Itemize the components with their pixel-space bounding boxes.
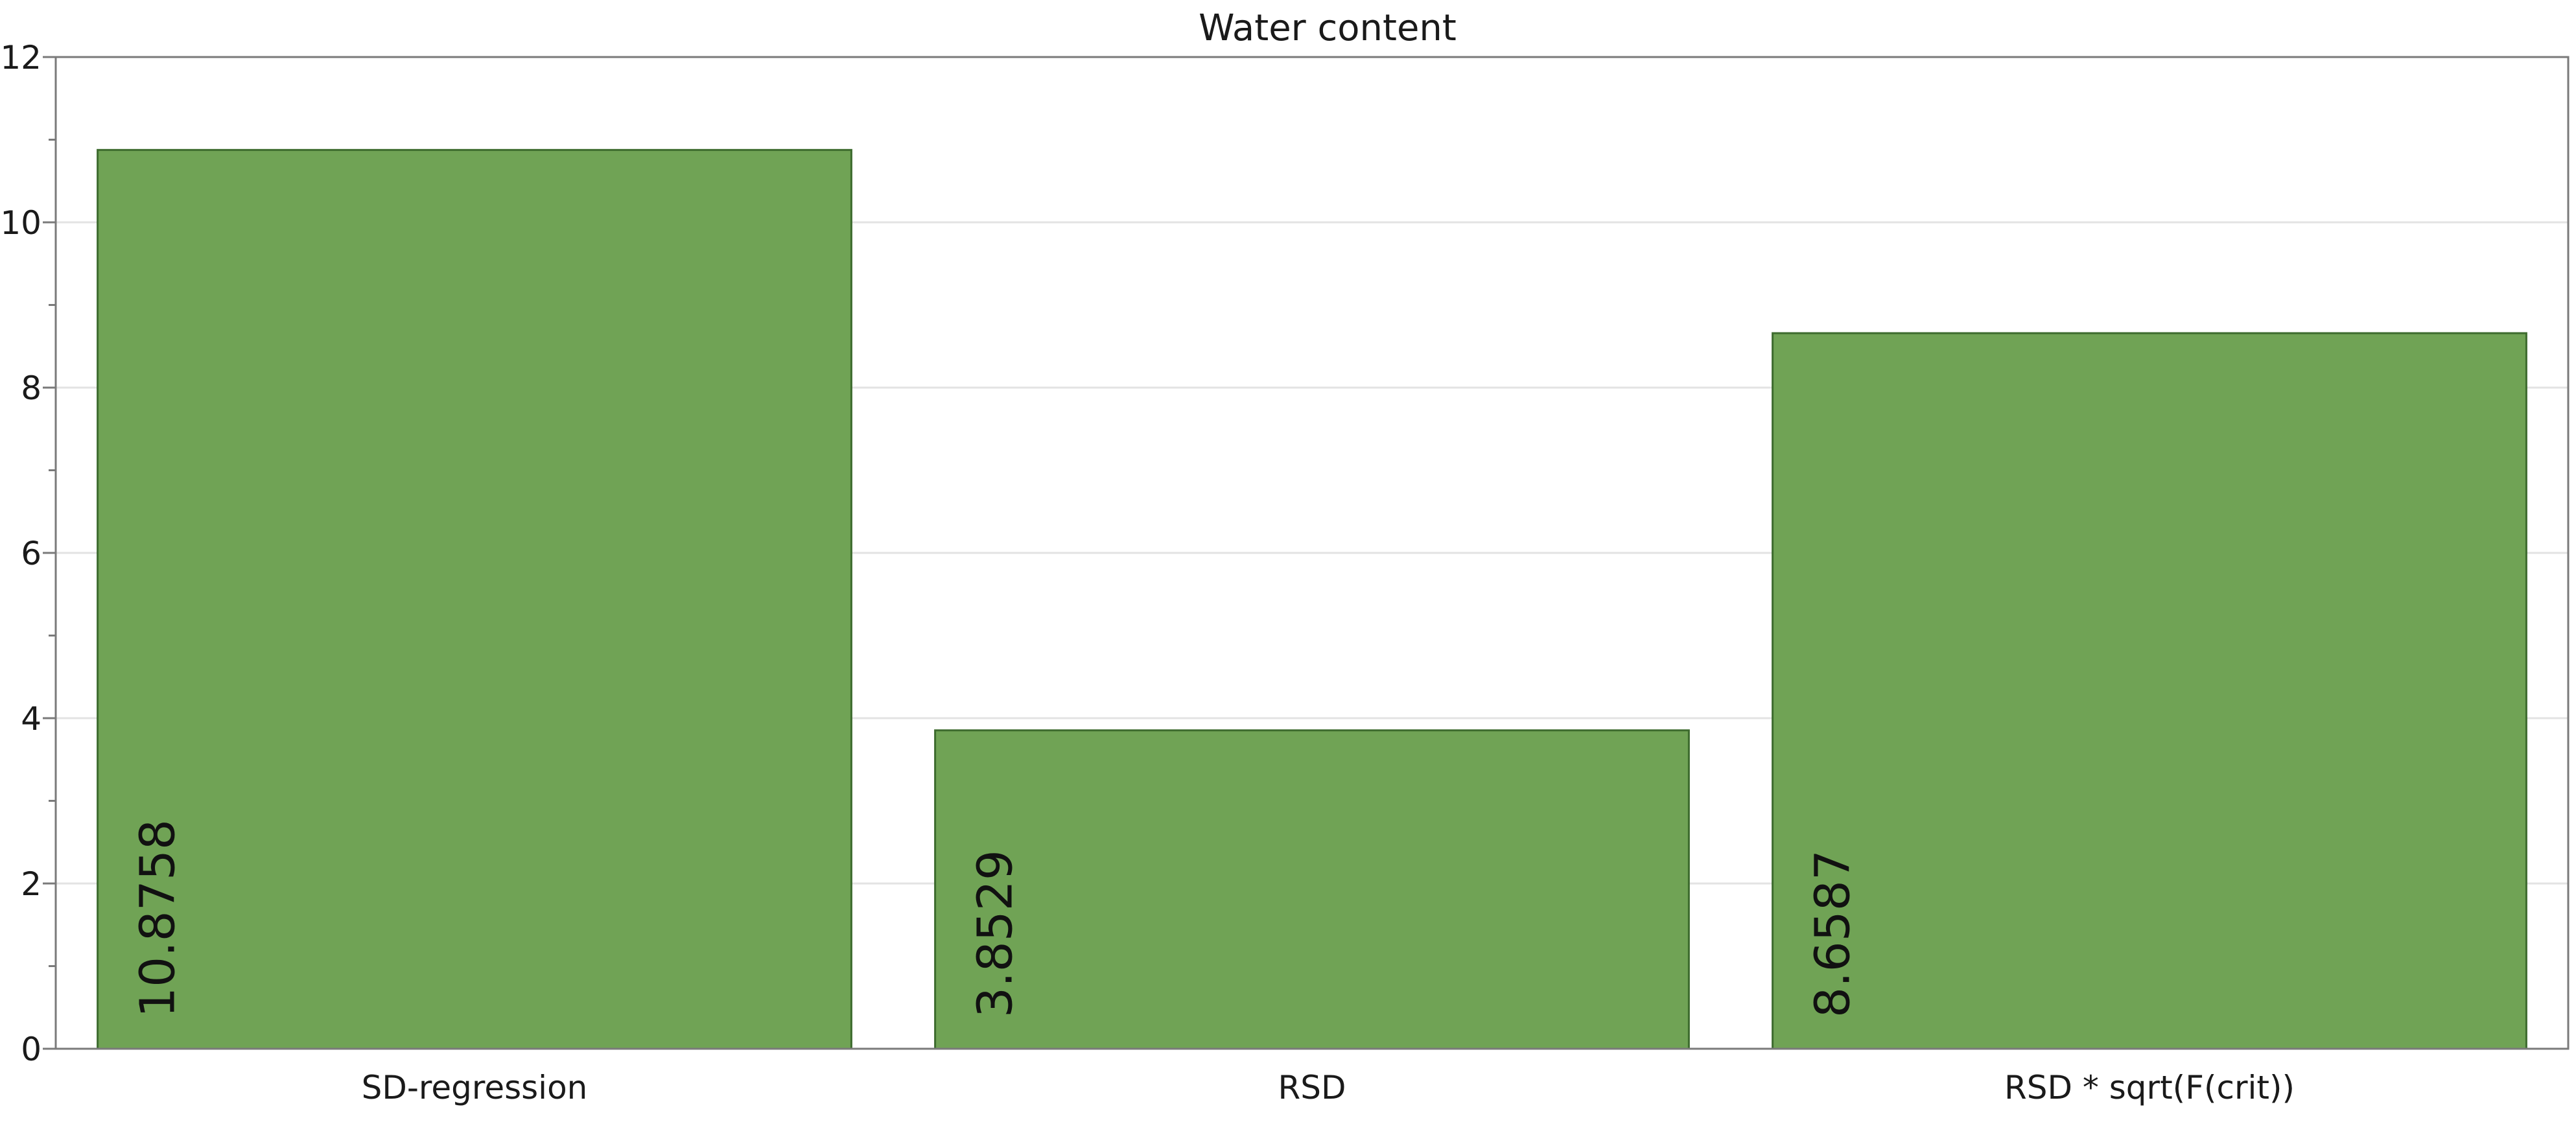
category-label: RSD (1278, 1069, 1346, 1106)
y-tick-label: 4 (21, 700, 41, 738)
category-label: RSD * sqrt(F(crit)) (2004, 1069, 2295, 1106)
bars (97, 148, 2527, 1050)
data-label: 8.6587 (1805, 850, 1861, 1018)
y-tick-label: 2 (21, 865, 41, 903)
y-tick-label: 0 (21, 1031, 41, 1068)
bar (97, 148, 852, 1050)
data-label: 3.8529 (968, 850, 1024, 1018)
y-tick-label: 10 (0, 204, 41, 242)
chart-title: Water content (1199, 7, 1457, 49)
axes (43, 56, 2570, 1050)
y-tick-label: 12 (0, 39, 41, 76)
bar (934, 729, 1690, 1050)
y-tick-label: 8 (21, 369, 41, 407)
data-label: 10.8758 (130, 819, 186, 1018)
category-label: SD-regression (362, 1069, 588, 1106)
bar (1772, 332, 2527, 1050)
labels: 10.8758 SD-regression 3.8529 RSD 8.6587 RSD *… (0, 39, 2295, 1106)
y-tick-label: 6 (21, 535, 41, 572)
